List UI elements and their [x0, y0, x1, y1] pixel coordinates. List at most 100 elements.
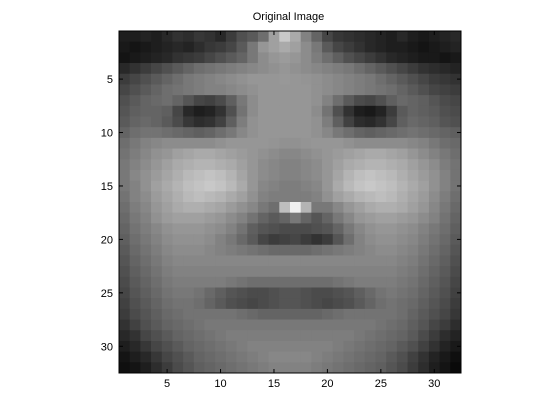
image-cell [119, 287, 131, 299]
image-cell [322, 234, 334, 246]
image-cell [119, 351, 131, 363]
image-cell [343, 330, 355, 342]
image-cell [215, 105, 227, 117]
image-cell [439, 137, 451, 149]
image-cell [119, 31, 131, 43]
image-cell [375, 287, 387, 299]
image-cell [386, 169, 398, 182]
image-cell [247, 362, 259, 374]
image-cell [129, 255, 141, 267]
image-cell [257, 276, 270, 288]
image-cell [247, 31, 259, 43]
image-cell [172, 148, 184, 160]
image-cell [354, 202, 366, 214]
image-cell [257, 340, 270, 353]
image-cell [193, 31, 205, 43]
image-cell [257, 351, 270, 363]
image-cell [279, 148, 291, 160]
image-cell [119, 63, 131, 75]
image-cell [225, 180, 237, 192]
image-cell [418, 351, 430, 363]
image-cell [322, 159, 334, 171]
image-cell [396, 202, 408, 214]
image-cell [172, 234, 184, 246]
image-cell [290, 84, 302, 96]
image-cell [140, 191, 152, 203]
image-cell [375, 319, 387, 331]
image-cell [236, 308, 248, 320]
image-cell [215, 63, 227, 75]
image-cell [236, 287, 248, 299]
image-cell [311, 159, 323, 171]
image-cell [129, 234, 141, 246]
image-cell [279, 244, 291, 256]
image-cell [183, 148, 195, 160]
image-cell [375, 340, 387, 353]
image-cell [140, 52, 152, 64]
image-cell [268, 266, 280, 278]
image-cell [300, 212, 312, 224]
image-cell [140, 202, 152, 214]
image-cell [215, 298, 227, 310]
image-cell [332, 244, 344, 256]
image-cell [279, 308, 291, 320]
image-cell [450, 362, 462, 374]
image-cell [450, 137, 462, 149]
x-tick-label: 5 [164, 378, 170, 390]
image-cell [396, 212, 408, 224]
image-cell [151, 95, 163, 107]
image-cell [129, 298, 141, 310]
image-cell [396, 223, 408, 235]
image-cell [386, 234, 398, 246]
image-cell [268, 105, 280, 117]
image-cell [257, 266, 270, 278]
image-cell [322, 223, 334, 235]
image-cell [311, 319, 323, 331]
image-cell [439, 223, 451, 235]
image-cell [439, 255, 451, 267]
image-cell [343, 202, 355, 214]
image-cell [386, 95, 398, 107]
image-cell [300, 351, 312, 363]
image-cell [300, 276, 312, 288]
image-cell [396, 159, 408, 171]
image-cell [193, 105, 205, 117]
image-cell [322, 276, 334, 288]
image-cell [290, 308, 302, 320]
image-cell [257, 180, 270, 192]
image-cell [343, 95, 355, 107]
image-cell [183, 330, 195, 342]
image-cell [204, 362, 216, 374]
image-cell [257, 287, 270, 299]
image-cell [161, 169, 173, 182]
image-cell [322, 148, 334, 160]
image-cell [172, 31, 184, 43]
image-cell [193, 276, 205, 288]
image-cell [428, 95, 441, 107]
image-cell [396, 127, 408, 139]
image-cell [396, 319, 408, 331]
image-cell [140, 95, 152, 107]
image-cell [129, 276, 141, 288]
image-cell [290, 362, 302, 374]
image-cell [343, 287, 355, 299]
image-cell [225, 319, 237, 331]
image-cell [215, 340, 227, 353]
image-cell [215, 116, 227, 128]
image-cell [236, 362, 248, 374]
image-cell [215, 180, 227, 192]
image-cell [354, 95, 366, 107]
image-cell [172, 212, 184, 224]
image-cell [140, 340, 152, 353]
image-cell [257, 298, 270, 310]
image-cell [364, 41, 376, 53]
image-cell [375, 84, 387, 96]
image-cell [257, 63, 270, 75]
image-cell [322, 191, 334, 203]
image-cell [257, 84, 270, 96]
y-tick-label: 20 [101, 234, 113, 246]
image-cell [311, 169, 323, 182]
image-cell [183, 137, 195, 149]
image-cell [311, 191, 323, 203]
image-cell [300, 266, 312, 278]
